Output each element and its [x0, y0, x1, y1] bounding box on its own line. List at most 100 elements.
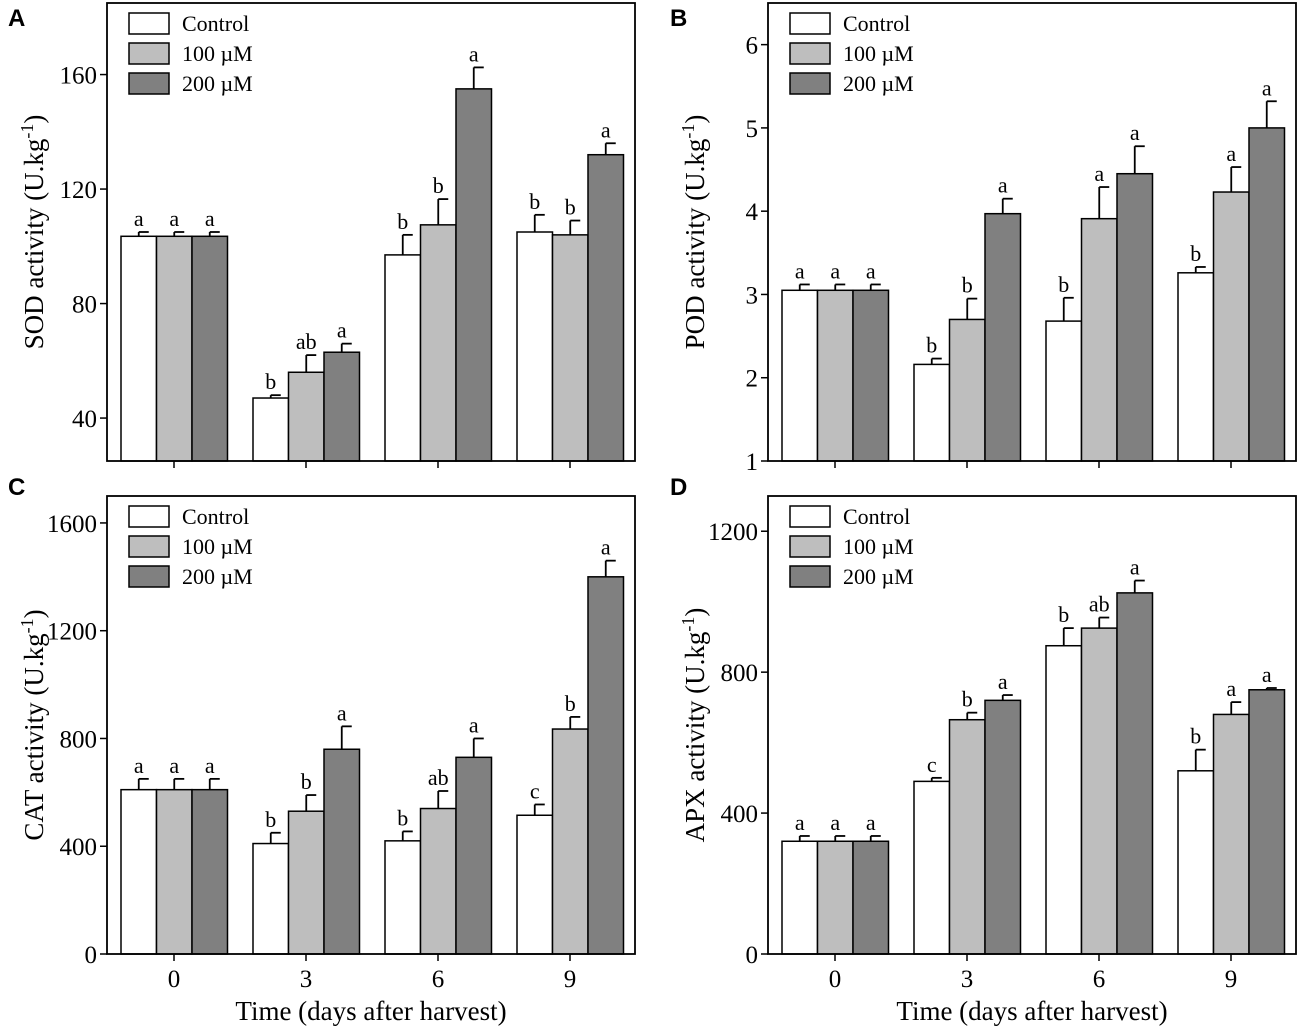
x-tick-label: 9	[564, 966, 577, 993]
significance-label: a	[205, 206, 215, 231]
significance-label: b	[926, 333, 937, 358]
bar	[984, 699, 1022, 955]
bar	[323, 351, 361, 462]
x-axis-title: Time (days after harvest)	[235, 996, 506, 1026]
legend-label: 200 µM	[843, 564, 914, 589]
legend-label: Control	[182, 504, 249, 529]
bar	[252, 397, 290, 462]
significance-label: c	[927, 752, 937, 777]
y-tick-label: 3	[746, 282, 759, 309]
y-tick-label: 1	[746, 449, 759, 476]
significance-label: a	[169, 206, 179, 231]
significance-label: a	[830, 258, 840, 283]
bar	[852, 289, 890, 462]
significance-label: b	[433, 173, 444, 198]
bar	[155, 235, 193, 462]
significance-label: b	[565, 195, 576, 220]
significance-label: ab	[1089, 592, 1110, 617]
bar	[948, 318, 986, 462]
y-tick-label: 800	[60, 726, 98, 753]
x-tick-label: 0	[829, 966, 842, 993]
significance-label: b	[1058, 602, 1069, 627]
bar	[1045, 320, 1083, 462]
significance-label: b	[1190, 241, 1201, 266]
bar	[852, 840, 890, 955]
bar	[419, 807, 457, 955]
bar	[551, 728, 589, 955]
significance-label: a	[866, 258, 876, 283]
bar	[781, 840, 819, 955]
y-axis-title: CAT activity (U.kg-1)	[17, 609, 49, 840]
y-tick-label: 400	[721, 801, 759, 828]
bar	[155, 788, 193, 955]
bar	[323, 748, 361, 955]
panel-letter: B	[670, 5, 687, 32]
plot-frame	[106, 2, 636, 462]
bar	[455, 88, 493, 462]
legend-swatch	[789, 535, 831, 558]
bar	[516, 814, 554, 955]
bar	[384, 254, 422, 462]
legend-swatch	[789, 12, 831, 35]
significance-label: a	[134, 206, 144, 231]
bar	[191, 788, 229, 955]
panel-letter: D	[670, 474, 687, 501]
y-tick-label: 400	[60, 834, 98, 861]
y-tick-label: 1600	[47, 511, 97, 538]
significance-label: a	[469, 712, 479, 737]
bar	[913, 363, 951, 462]
significance-label: b	[962, 273, 973, 298]
significance-label: b	[1190, 724, 1201, 749]
legend-label: Control	[843, 11, 910, 36]
bar	[120, 788, 158, 955]
legend-swatch	[789, 42, 831, 65]
bar	[1045, 644, 1083, 955]
y-tick-label: 80	[72, 292, 97, 319]
significance-label: a	[601, 117, 611, 142]
significance-label: ab	[296, 329, 317, 354]
significance-label: a	[1094, 161, 1104, 186]
legend-swatch	[789, 505, 831, 528]
bar	[191, 235, 229, 462]
bar	[913, 780, 951, 955]
significance-label: a	[998, 669, 1008, 694]
bar	[287, 371, 325, 462]
significance-label: a	[469, 41, 479, 66]
legend-label: Control	[182, 11, 249, 36]
y-tick-label: 2	[746, 366, 759, 393]
significance-label: b	[265, 807, 276, 832]
significance-label: a	[998, 173, 1008, 198]
bar	[587, 153, 625, 462]
bar	[948, 718, 986, 955]
significance-label: b	[1058, 272, 1069, 297]
y-tick-label: 800	[721, 660, 759, 687]
x-axis-title: Time (days after harvest)	[896, 996, 1167, 1026]
bar	[1212, 713, 1250, 955]
significance-label: a	[1226, 141, 1236, 166]
significance-label: b	[565, 691, 576, 716]
x-tick-label: 9	[1225, 966, 1238, 993]
bar	[1116, 172, 1154, 462]
y-tick-label: 160	[60, 63, 98, 90]
x-tick-label: 0	[168, 966, 181, 993]
legend-swatch	[128, 535, 170, 558]
bar	[1248, 127, 1286, 462]
panel-letter: C	[8, 474, 25, 501]
bar	[551, 234, 589, 462]
significance-label: a	[1262, 662, 1272, 687]
significance-label: a	[830, 810, 840, 835]
y-tick-label: 5	[746, 116, 759, 143]
bar	[1080, 217, 1118, 462]
legend-label: 200 µM	[843, 71, 914, 96]
y-tick-label: 0	[746, 942, 759, 969]
bar	[781, 289, 819, 462]
significance-label: a	[795, 810, 805, 835]
bar	[587, 576, 625, 955]
significance-label: b	[529, 189, 540, 214]
significance-label: ab	[428, 765, 449, 790]
bar	[1177, 770, 1215, 955]
x-tick-label: 6	[432, 966, 445, 993]
bar	[384, 840, 422, 955]
